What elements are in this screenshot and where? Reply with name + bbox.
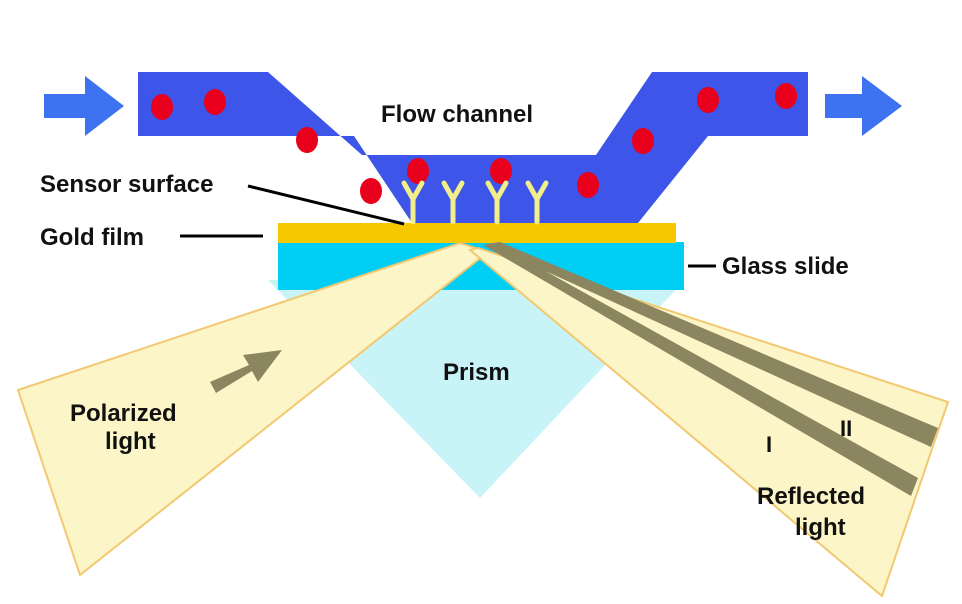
polarized-light-label-line1: Polarized xyxy=(70,400,177,427)
glass-slide-label: Glass slide xyxy=(722,253,849,280)
reflected-light-beam xyxy=(467,246,950,598)
gold-film-label: Gold film xyxy=(40,224,144,251)
analyte-dot xyxy=(632,128,654,154)
beam-one-label: I xyxy=(766,432,772,457)
sensor-surface-leader-line xyxy=(247,184,405,226)
reflected-band-one xyxy=(483,243,918,496)
sensor-surface-label: Sensor surface xyxy=(40,171,213,198)
analyte-dot xyxy=(577,172,599,198)
analyte-molecules xyxy=(151,83,797,204)
analyte-dot xyxy=(697,87,719,113)
antibody-icon xyxy=(441,180,465,225)
gold-film xyxy=(278,223,676,243)
analyte-dot xyxy=(204,89,226,115)
prism-label: Prism xyxy=(443,359,510,386)
reflected-light-label-line2: light xyxy=(795,514,846,541)
analyte-dot xyxy=(296,127,318,153)
analyte-dot xyxy=(490,158,512,184)
reflected-light-label-line1: Reflected xyxy=(757,483,865,510)
analyte-dot xyxy=(407,158,429,184)
flow-channel-label: Flow channel xyxy=(381,101,533,128)
antibody-icon xyxy=(485,180,509,225)
flow-channel xyxy=(138,72,808,223)
antibody-icon xyxy=(401,180,425,225)
antibody-icon xyxy=(525,180,549,225)
flow-outlet-arrow-icon xyxy=(825,76,902,136)
analyte-dot xyxy=(775,83,797,109)
reflected-band-two xyxy=(486,242,938,447)
beam-two-label: II xyxy=(840,416,852,441)
analyte-dot xyxy=(151,94,173,120)
flow-inlet-arrow-icon xyxy=(44,76,124,136)
antibodies xyxy=(401,180,549,225)
polarized-light-label-line2: light xyxy=(105,428,156,455)
polarized-light-arrow-icon xyxy=(210,350,282,393)
analyte-dot xyxy=(360,178,382,204)
